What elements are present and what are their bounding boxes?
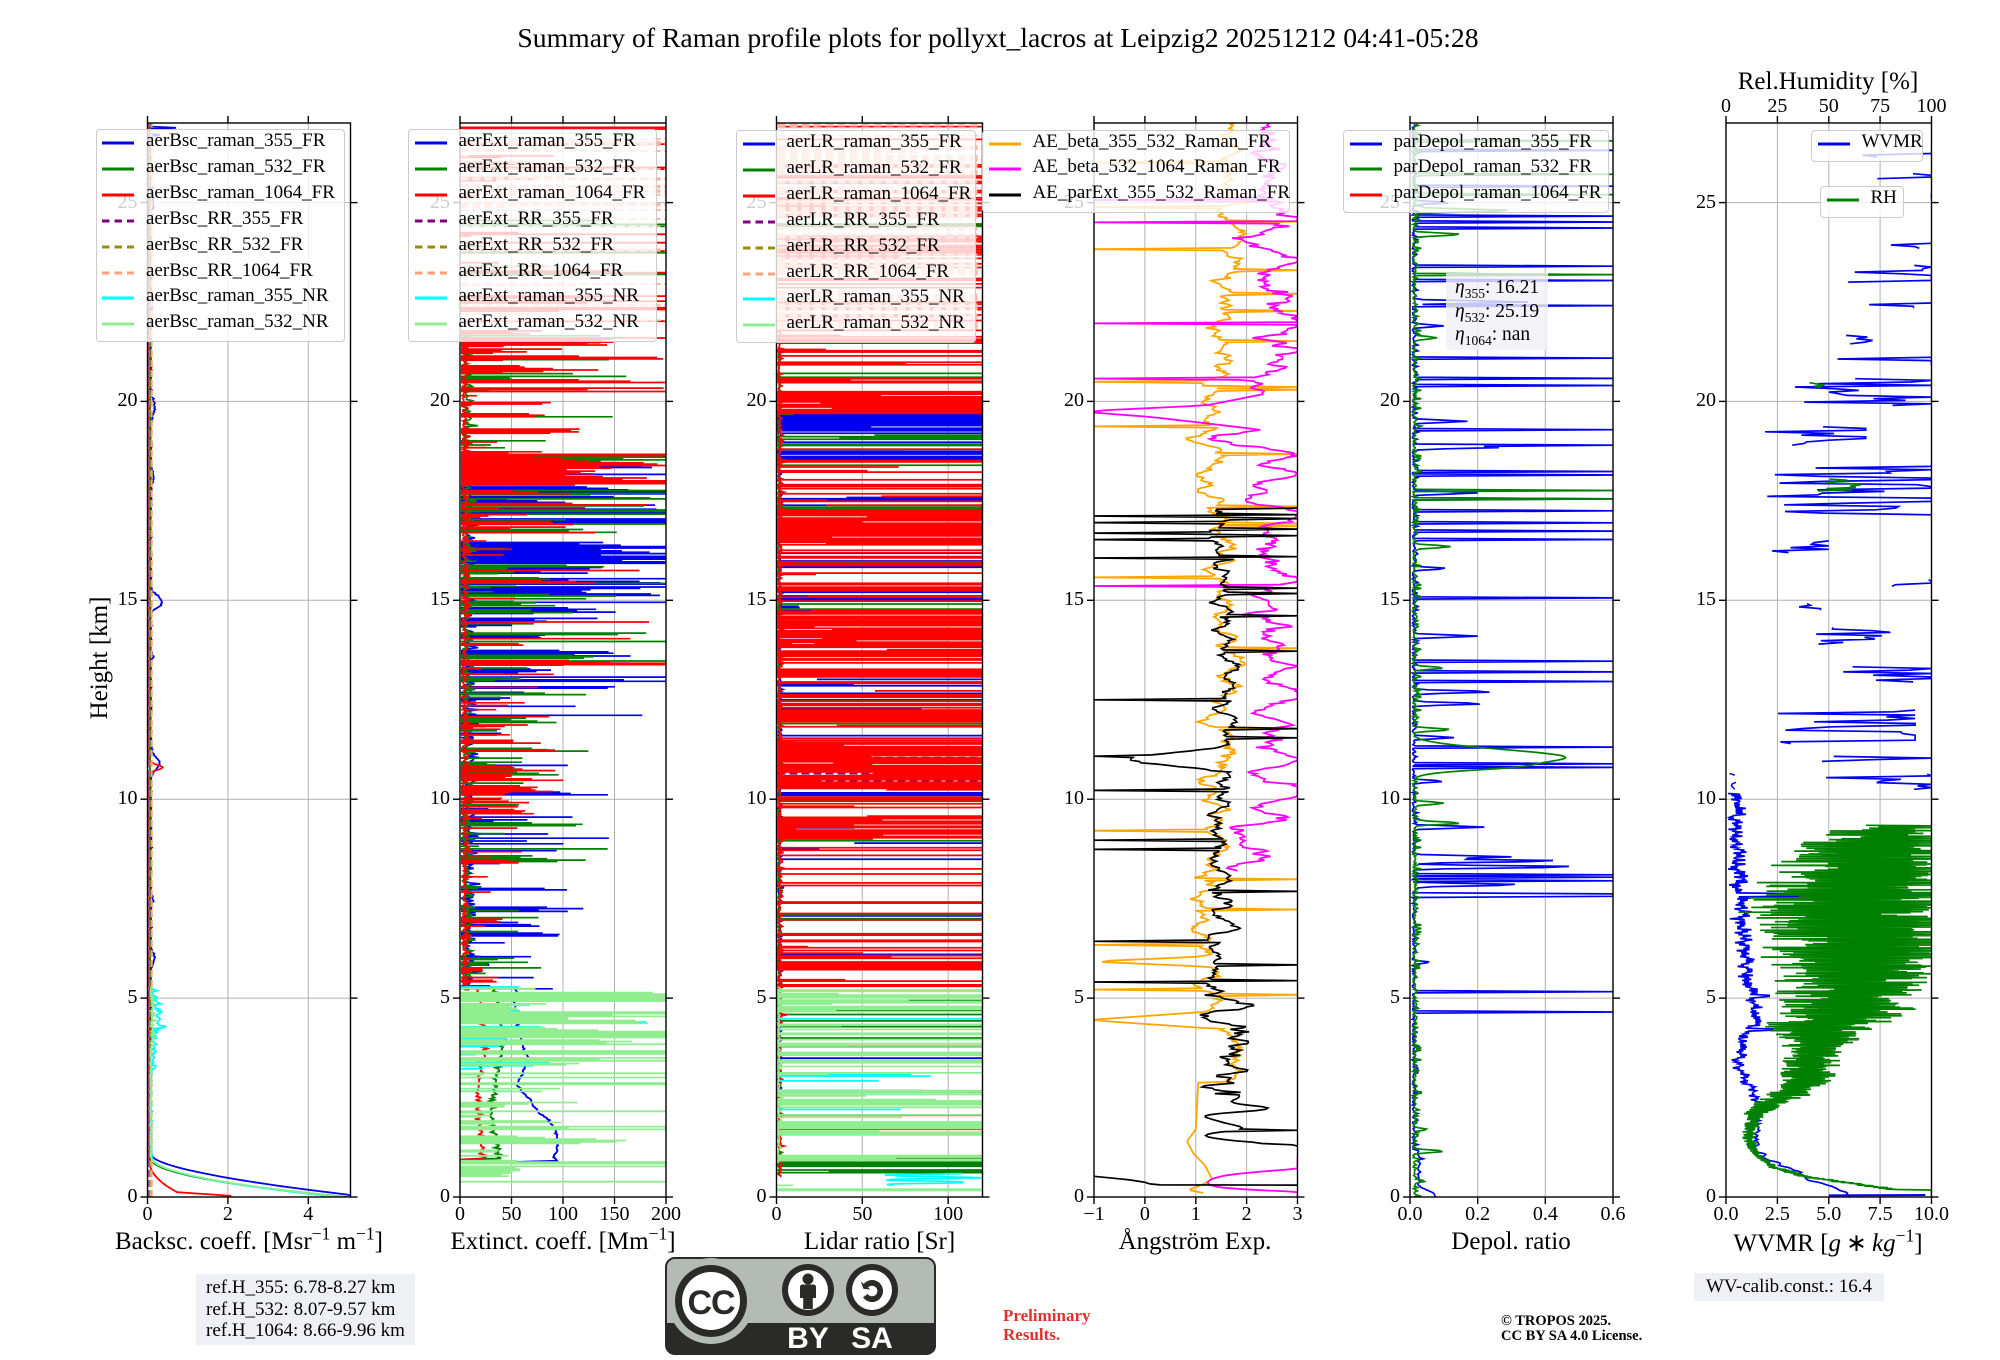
svg-text:SA: SA (851, 1322, 893, 1355)
svg-text:BY: BY (787, 1322, 829, 1355)
svg-text:CC: CC (687, 1284, 735, 1322)
